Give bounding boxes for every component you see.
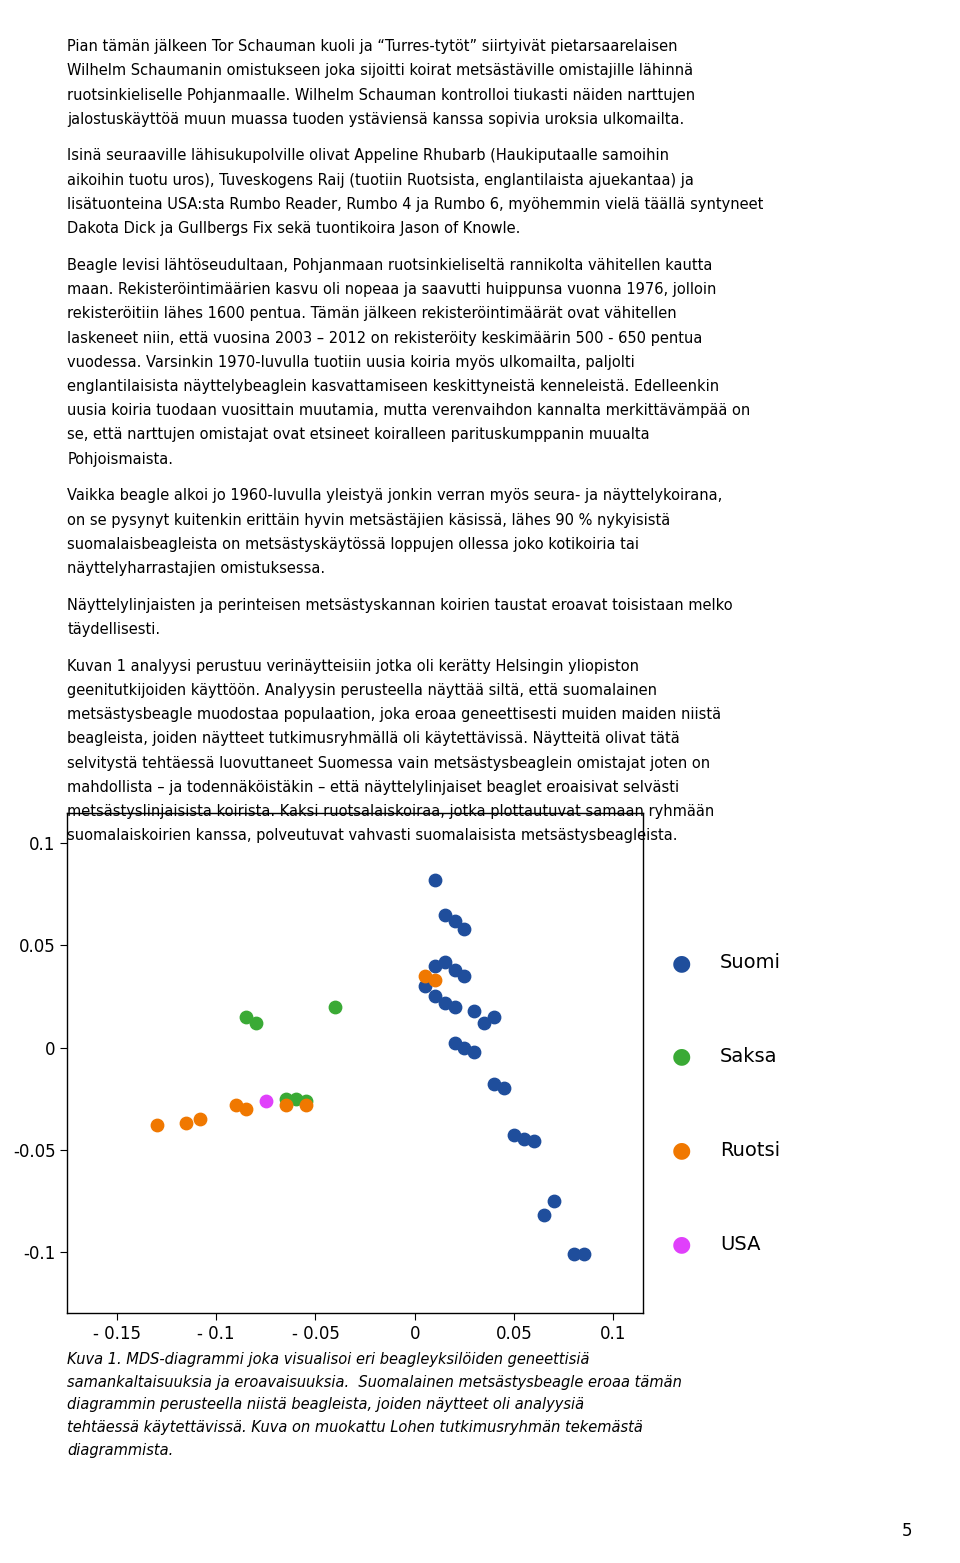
Text: Kuvan 1 analyysi perustuu verinäytteisiin jotka oli kerätty Helsingin yliopiston: Kuvan 1 analyysi perustuu verinäytteisii… xyxy=(67,658,639,674)
Text: aikoihin tuotu uros), Tuveskogens Raij (tuotiin Ruotsista, englantilaista ajueka: aikoihin tuotu uros), Tuveskogens Raij (… xyxy=(67,172,694,188)
Text: vuodessa. Varsinkin 1970-luvulla tuotiin uusia koiria myös ulkomailta, paljolti: vuodessa. Varsinkin 1970-luvulla tuotiin… xyxy=(67,355,635,370)
Point xyxy=(576,1241,591,1266)
Text: Suomi: Suomi xyxy=(720,953,781,972)
Point xyxy=(516,1127,532,1152)
Text: se, että narttujen omistajat ovat etsineet koiralleen parituskumppanin muualta: se, että narttujen omistajat ovat etsine… xyxy=(67,427,650,442)
Point xyxy=(437,949,452,974)
Point xyxy=(149,1113,164,1138)
Text: Vaikka beagle alkoi jo 1960-luvulla yleistyä jonkin verran myös seura- ja näytte: Vaikka beagle alkoi jo 1960-luvulla ylei… xyxy=(67,488,723,503)
Point xyxy=(427,985,443,1010)
Text: 5: 5 xyxy=(901,1521,912,1540)
Point xyxy=(327,994,343,1019)
Text: Näyttelylinjaisten ja perinteisen metsästyskannan koirien taustat eroavat toisis: Näyttelylinjaisten ja perinteisen metsäs… xyxy=(67,597,732,613)
Text: selvitystä tehtäessä luovuttaneet Suomessa vain metsästysbeaglein omistajat jote: selvitystä tehtäessä luovuttaneet Suomes… xyxy=(67,755,710,771)
Text: Pian tämän jälkeen Tor Schauman kuoli ja “Turres-tytöt” siirtyivät pietarsaarela: Pian tämän jälkeen Tor Schauman kuoli ja… xyxy=(67,39,678,55)
Point xyxy=(278,1093,294,1118)
Text: diagrammin perusteella niistä beagleista, joiden näytteet oli analyysiä: diagrammin perusteella niistä beagleista… xyxy=(67,1397,585,1413)
Point xyxy=(446,908,462,933)
Point xyxy=(228,1093,244,1118)
Text: metsästyslinjaisista koirista. Kaksi ruotsalaiskoiraa, jotka plottautuvat samaan: metsästyslinjaisista koirista. Kaksi ruo… xyxy=(67,803,714,819)
Point xyxy=(467,999,482,1024)
Point xyxy=(446,994,462,1019)
Point xyxy=(278,1086,294,1111)
Text: Dakota Dick ja Gullbergs Fix sekä tuontikoira Jason of Knowle.: Dakota Dick ja Gullbergs Fix sekä tuonti… xyxy=(67,220,520,236)
Point xyxy=(526,1128,541,1153)
Text: maan. Rekisteröintimäärien kasvu oli nopeaa ja saavutti huippunsa vuonna 1976, j: maan. Rekisteröintimäärien kasvu oli nop… xyxy=(67,281,716,297)
Text: on se pysynyt kuitenkin erittäin hyvin metsästäjien käsissä, lähes 90 % nykyisis: on se pysynyt kuitenkin erittäin hyvin m… xyxy=(67,513,670,528)
Text: Isinä seuraaville lähisukupolville olivat Appeline Rhubarb (Haukiputaalle samoih: Isinä seuraaville lähisukupolville oliva… xyxy=(67,148,669,164)
Point xyxy=(566,1241,582,1266)
Point xyxy=(193,1107,208,1132)
Point xyxy=(179,1111,194,1136)
Point xyxy=(437,989,452,1014)
Point xyxy=(238,1005,253,1030)
Point xyxy=(467,1039,482,1064)
Text: ●: ● xyxy=(672,1141,691,1160)
Point xyxy=(427,867,443,892)
Text: suomalaisbeagleista on metsästyskäytössä loppujen ollessa joko kotikoiria tai: suomalaisbeagleista on metsästyskäytössä… xyxy=(67,536,639,552)
Point xyxy=(457,916,472,941)
Text: ruotsinkieliselle Pohjanmaalle. Wilhelm Schauman kontrolloi tiukasti näiden nart: ruotsinkieliselle Pohjanmaalle. Wilhelm … xyxy=(67,88,695,103)
Point xyxy=(446,958,462,983)
Text: uusia koiria tuodaan vuosittain muutamia, mutta verenvaihdon kannalta merkittävä: uusia koiria tuodaan vuosittain muutamia… xyxy=(67,403,751,419)
Point xyxy=(288,1086,303,1111)
Point xyxy=(258,1088,274,1113)
Point xyxy=(427,967,443,993)
Text: samankaltaisuuksia ja eroavaisuuksia.  Suomalainen metsästysbeagle eroaa tämän: samankaltaisuuksia ja eroavaisuuksia. Su… xyxy=(67,1375,682,1390)
Text: ●: ● xyxy=(672,953,691,972)
Text: mahdollista – ja todennäköistäkin – että näyttelylinjaiset beaglet eroaisivat se: mahdollista – ja todennäköistäkin – että… xyxy=(67,780,680,796)
Text: beagleista, joiden näytteet tutkimusryhmällä oli käytettävissä. Näytteitä olivat: beagleista, joiden näytteet tutkimusryhm… xyxy=(67,731,680,747)
Point xyxy=(546,1188,562,1213)
Text: geenitutkijoiden käyttöön. Analyysin perusteella näyttää siltä, että suomalainen: geenitutkijoiden käyttöön. Analyysin per… xyxy=(67,683,658,699)
Text: Pohjoismaista.: Pohjoismaista. xyxy=(67,452,173,467)
Point xyxy=(476,1011,492,1036)
Text: Kuva 1. MDS-diagrammi joka visualisoi eri beagleyksilöiden geneettisiä: Kuva 1. MDS-diagrammi joka visualisoi er… xyxy=(67,1352,589,1368)
Text: Wilhelm Schaumanin omistukseen joka sijoitti koirat metsästäville omistajille lä: Wilhelm Schaumanin omistukseen joka sijo… xyxy=(67,64,693,78)
Text: englantilaisista näyttelybeaglein kasvattamiseen keskittyneistä kenneleistä. Ede: englantilaisista näyttelybeaglein kasvat… xyxy=(67,378,719,394)
Text: jalostuskäyttöä muun muassa tuoden ystäviensä kanssa sopivia uroksia ulkomailta.: jalostuskäyttöä muun muassa tuoden ystäv… xyxy=(67,111,684,127)
Point xyxy=(417,974,432,999)
Text: näyttelyharrastajien omistuksessa.: näyttelyharrastajien omistuksessa. xyxy=(67,561,325,577)
Text: laskeneet niin, että vuosina 2003 – 2012 on rekisteröity keskimäärin 500 - 650 p: laskeneet niin, että vuosina 2003 – 2012… xyxy=(67,330,703,345)
Text: täydellisesti.: täydellisesti. xyxy=(67,622,160,638)
Point xyxy=(496,1075,512,1100)
Point xyxy=(298,1093,313,1118)
Point xyxy=(417,963,432,988)
Point xyxy=(537,1202,552,1227)
Point xyxy=(457,1035,472,1060)
Text: USA: USA xyxy=(720,1235,760,1254)
Text: ●: ● xyxy=(672,1235,691,1254)
Text: Saksa: Saksa xyxy=(720,1047,778,1066)
Text: metsästysbeagle muodostaa populaation, joka eroaa geneettisesti muiden maiden ni: metsästysbeagle muodostaa populaation, j… xyxy=(67,706,721,722)
Text: diagrammista.: diagrammista. xyxy=(67,1443,174,1458)
Point xyxy=(427,953,443,978)
Text: lisätuonteina USA:sta Rumbo Reader, Rumbo 4 ja Rumbo 6, myöhemmin vielä täällä s: lisätuonteina USA:sta Rumbo Reader, Rumb… xyxy=(67,197,763,213)
Point xyxy=(238,1096,253,1121)
Point xyxy=(457,963,472,988)
Text: tehtäessä käytettävissä. Kuva on muokattu Lohen tutkimusryhmän tekemästä: tehtäessä käytettävissä. Kuva on muokatt… xyxy=(67,1419,643,1435)
Point xyxy=(437,902,452,927)
Point xyxy=(507,1122,522,1147)
Point xyxy=(487,1005,502,1030)
Text: ●: ● xyxy=(672,1047,691,1066)
Text: Beagle levisi lähtöseudultaan, Pohjanmaan ruotsinkieliseltä rannikolta vähitelle: Beagle levisi lähtöseudultaan, Pohjanmaa… xyxy=(67,258,712,274)
Text: Ruotsi: Ruotsi xyxy=(720,1141,780,1160)
Text: rekisteröitiin lähes 1600 pentua. Tämän jälkeen rekisteröintimäärät ovat vähitel: rekisteröitiin lähes 1600 pentua. Tämän … xyxy=(67,306,677,322)
Text: suomalaiskoirien kanssa, polveutuvat vahvasti suomalaisista metsästysbeagleista.: suomalaiskoirien kanssa, polveutuvat vah… xyxy=(67,828,678,844)
Point xyxy=(249,1011,264,1036)
Point xyxy=(298,1088,313,1113)
Point xyxy=(446,1032,462,1057)
Point xyxy=(487,1072,502,1097)
